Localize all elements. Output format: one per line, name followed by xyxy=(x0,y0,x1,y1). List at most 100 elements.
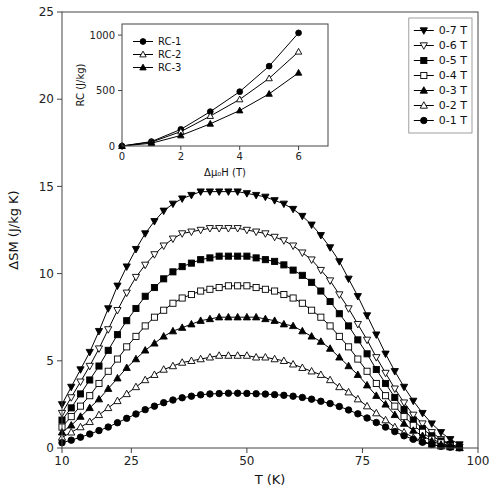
data-point xyxy=(295,69,301,75)
data-point xyxy=(400,384,407,390)
data-point xyxy=(148,140,154,146)
data-point xyxy=(68,405,74,411)
data-point xyxy=(77,403,83,409)
legend-item: RC-2 xyxy=(133,49,181,60)
legend-item: RC-3 xyxy=(133,62,181,73)
y-axis-label: ΔSM (J/kg K) xyxy=(6,190,21,269)
data-point xyxy=(346,323,352,329)
data-point xyxy=(243,227,250,233)
data-point xyxy=(280,320,287,326)
data-point xyxy=(207,113,213,119)
series-line xyxy=(62,393,460,448)
data-point xyxy=(281,291,287,297)
x-tick-label: 2 xyxy=(178,151,184,162)
data-point xyxy=(68,384,75,390)
series-line xyxy=(62,256,460,447)
data-point xyxy=(345,388,352,394)
data-point xyxy=(86,349,93,355)
data-point xyxy=(299,300,305,306)
data-point xyxy=(400,420,407,426)
data-point xyxy=(382,424,388,430)
data-point xyxy=(132,355,139,361)
y-tick xyxy=(57,448,62,449)
data-point xyxy=(123,264,130,270)
data-point xyxy=(271,317,278,323)
x-tick xyxy=(131,448,132,453)
data-point xyxy=(206,189,213,195)
x-tick-label: 75 xyxy=(355,454,370,468)
data-point xyxy=(308,396,314,402)
plot-background xyxy=(62,12,478,448)
data-point xyxy=(133,411,139,417)
data-point xyxy=(290,361,297,367)
data-point xyxy=(123,364,130,370)
data-point xyxy=(142,323,148,329)
data-point xyxy=(234,226,241,232)
data-point xyxy=(266,91,272,97)
legend-item: 0-4 T xyxy=(414,69,467,82)
data-point xyxy=(151,403,157,409)
plot-frame xyxy=(122,24,328,146)
data-point xyxy=(308,222,315,228)
x-tick-label: 0 xyxy=(119,151,125,162)
main-chart: 102550751000510152025T (K)ΔSM (J/kg K)0-… xyxy=(6,5,489,487)
data-point xyxy=(318,398,324,404)
data-point xyxy=(151,371,158,377)
data-point xyxy=(262,194,269,200)
data-point xyxy=(253,354,260,360)
data-point xyxy=(363,381,370,387)
data-point xyxy=(392,403,398,409)
data-point xyxy=(96,427,102,433)
data-point xyxy=(336,311,342,317)
data-point xyxy=(382,401,389,407)
data-point xyxy=(345,306,352,312)
plot-background xyxy=(122,24,328,146)
data-point xyxy=(400,400,407,406)
data-point xyxy=(96,380,102,386)
data-point xyxy=(346,344,352,350)
data-point xyxy=(188,192,195,198)
data-point xyxy=(216,352,223,358)
legend-item: 0-1 T xyxy=(414,114,467,127)
data-point xyxy=(392,428,398,434)
data-point xyxy=(216,226,223,232)
data-point xyxy=(160,208,167,214)
y-tick-label: 5 xyxy=(46,354,54,368)
data-point xyxy=(169,327,176,333)
series-line xyxy=(62,286,460,448)
data-point xyxy=(161,276,167,282)
data-point xyxy=(114,397,121,403)
legend-swatch-marker xyxy=(420,102,427,108)
data-point xyxy=(290,267,296,273)
data-point xyxy=(169,201,176,207)
data-point xyxy=(280,238,287,244)
data-point xyxy=(364,415,370,421)
data-point xyxy=(308,367,315,373)
data-point xyxy=(382,370,389,376)
data-point xyxy=(336,333,342,339)
data-point xyxy=(68,429,75,435)
data-point xyxy=(355,356,361,362)
data-point xyxy=(68,422,75,428)
data-point xyxy=(336,383,343,389)
data-point xyxy=(77,367,84,373)
data-point xyxy=(244,390,250,396)
data-point xyxy=(142,262,149,268)
x-tick-label: 10 xyxy=(54,454,69,468)
data-point xyxy=(243,313,250,319)
x-tick xyxy=(246,448,247,453)
data-point xyxy=(197,227,204,233)
data-point xyxy=(95,346,102,352)
data-point xyxy=(373,409,380,415)
y-tick xyxy=(57,360,62,361)
data-point xyxy=(197,317,204,323)
data-point xyxy=(243,352,250,358)
data-point xyxy=(68,414,74,420)
data-point xyxy=(179,324,186,330)
data-point xyxy=(364,368,370,374)
data-point xyxy=(207,286,213,292)
data-point xyxy=(266,75,272,81)
data-point xyxy=(299,327,306,333)
data-point xyxy=(179,395,185,401)
data-point xyxy=(296,30,302,36)
